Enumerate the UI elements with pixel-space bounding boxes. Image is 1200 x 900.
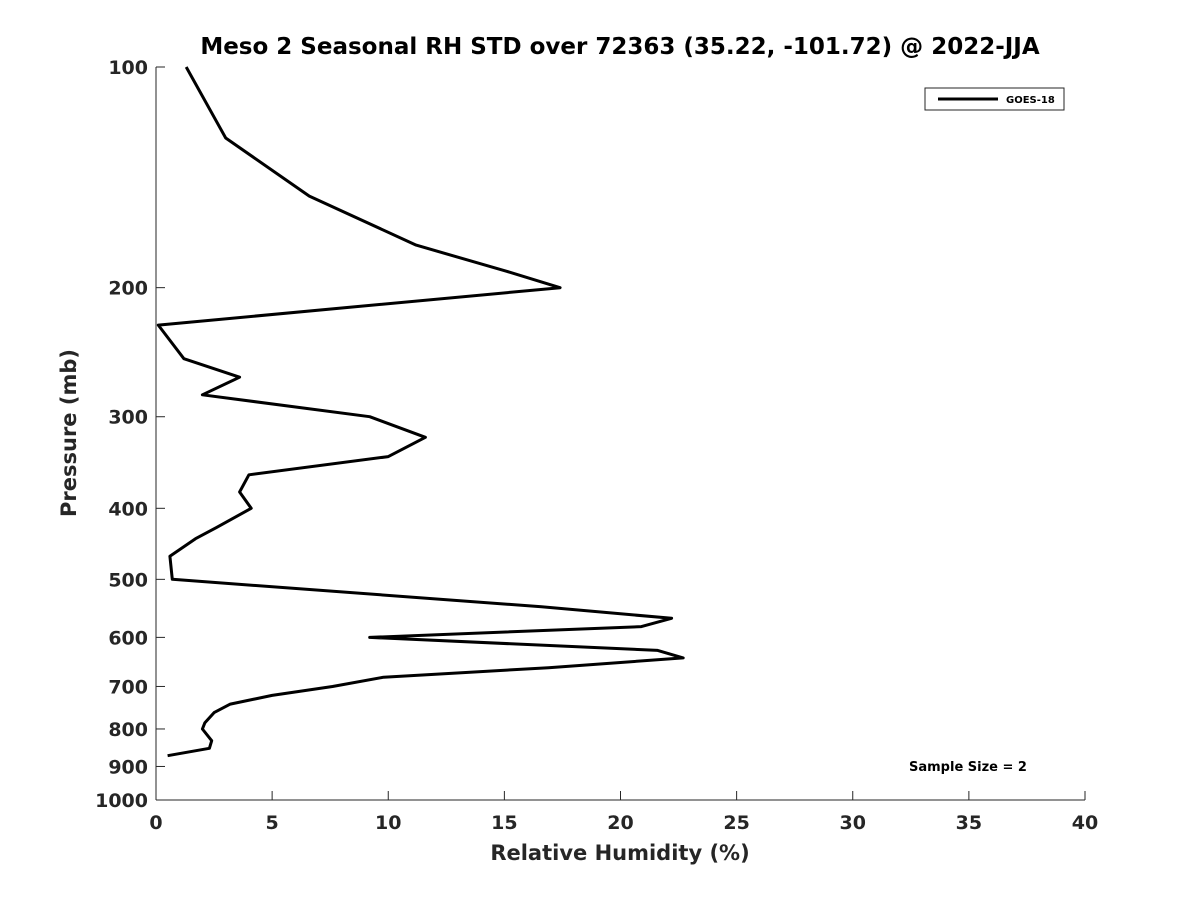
x-ticks: 0 5 10 15 20 25 30 35 40 (149, 791, 1098, 834)
x-tick-label: 35 (956, 812, 982, 834)
y-tick-label: 800 (108, 719, 148, 741)
sample-size-annotation: Sample Size = 2 (909, 760, 1027, 775)
x-tick-label: 0 (149, 812, 162, 834)
x-tick-label: 30 (840, 812, 866, 834)
y-tick-label: 100 (108, 57, 148, 79)
y-tick-label: 1000 (95, 790, 148, 812)
y-tick-label: 700 (108, 676, 148, 698)
series-line-goes-18 (156, 66, 685, 758)
y-tick-label: 400 (108, 498, 148, 520)
legend-label-goes-18: GOES-18 (1006, 95, 1055, 106)
y-ticks: 100 200 300 400 500 600 700 800 900 1000 (95, 57, 165, 812)
x-tick-label: 10 (375, 812, 401, 834)
axes (155, 67, 1085, 801)
y-tick-label: 900 (108, 756, 148, 778)
y-tick-label: 300 (108, 407, 148, 429)
legend: GOES-18 (924, 87, 1065, 111)
y-tick-label: 500 (108, 569, 148, 591)
x-tick-label: 40 (1072, 812, 1098, 834)
x-tick-label: 25 (723, 812, 749, 834)
y-tick-label: 200 (108, 278, 148, 300)
x-tick-label: 5 (266, 812, 279, 834)
chart-title: Meso 2 Seasonal RH STD over 72363 (35.22… (200, 34, 1040, 60)
series-group (156, 66, 685, 758)
x-tick-label: 20 (607, 812, 633, 834)
x-tick-label: 15 (491, 812, 517, 834)
y-axis-label: Pressure (mb) (57, 349, 81, 517)
x-axis-label: Relative Humidity (%) (490, 841, 749, 865)
y-tick-label: 600 (108, 627, 148, 649)
